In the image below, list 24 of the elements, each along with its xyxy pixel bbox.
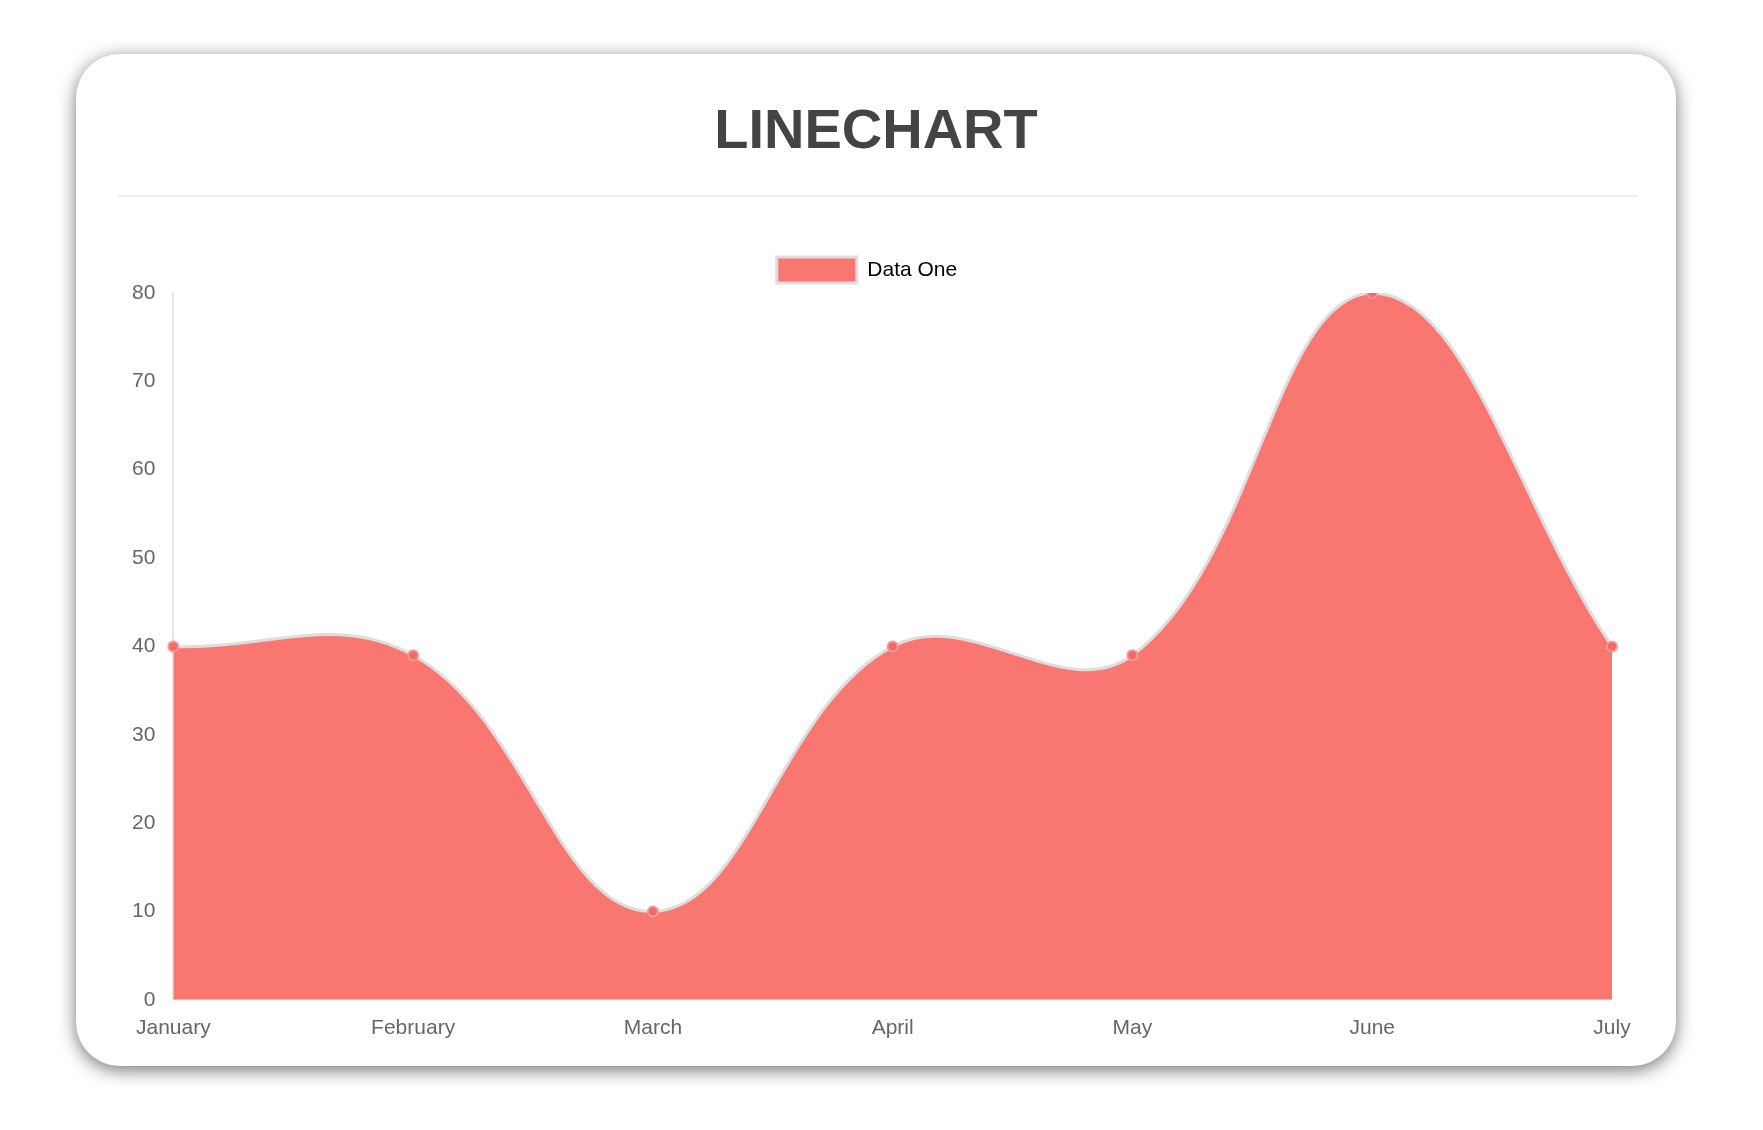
x-tick-label: April: [871, 1015, 914, 1039]
legend-label: Data One: [867, 256, 958, 280]
point: [407, 649, 420, 662]
x-tick-label: June: [1349, 1015, 1395, 1039]
y-tick-label: 80: [132, 279, 156, 303]
x-tick-label: May: [1112, 1015, 1153, 1039]
point: [646, 905, 659, 918]
x-tick-label: March: [623, 1015, 683, 1039]
x-tick-label: July: [1593, 1015, 1632, 1039]
y-tick-label: 10: [132, 898, 156, 922]
point: [1126, 649, 1139, 662]
y-tick-label: 0: [143, 986, 156, 1010]
point: [1606, 640, 1618, 653]
y-tick-label: 70: [132, 368, 156, 392]
point: [167, 640, 180, 653]
chart-title: LINECHART: [713, 96, 1039, 161]
point: [886, 640, 899, 653]
y-tick-label: 40: [132, 633, 156, 657]
y-tick-label: 30: [132, 721, 156, 745]
x-tick-label: January: [136, 1015, 212, 1039]
y-tick-label: 50: [132, 544, 156, 568]
y-tick-label: 20: [132, 809, 156, 833]
x-tick-label: February: [371, 1015, 456, 1039]
y-tick-label: 60: [132, 456, 156, 480]
